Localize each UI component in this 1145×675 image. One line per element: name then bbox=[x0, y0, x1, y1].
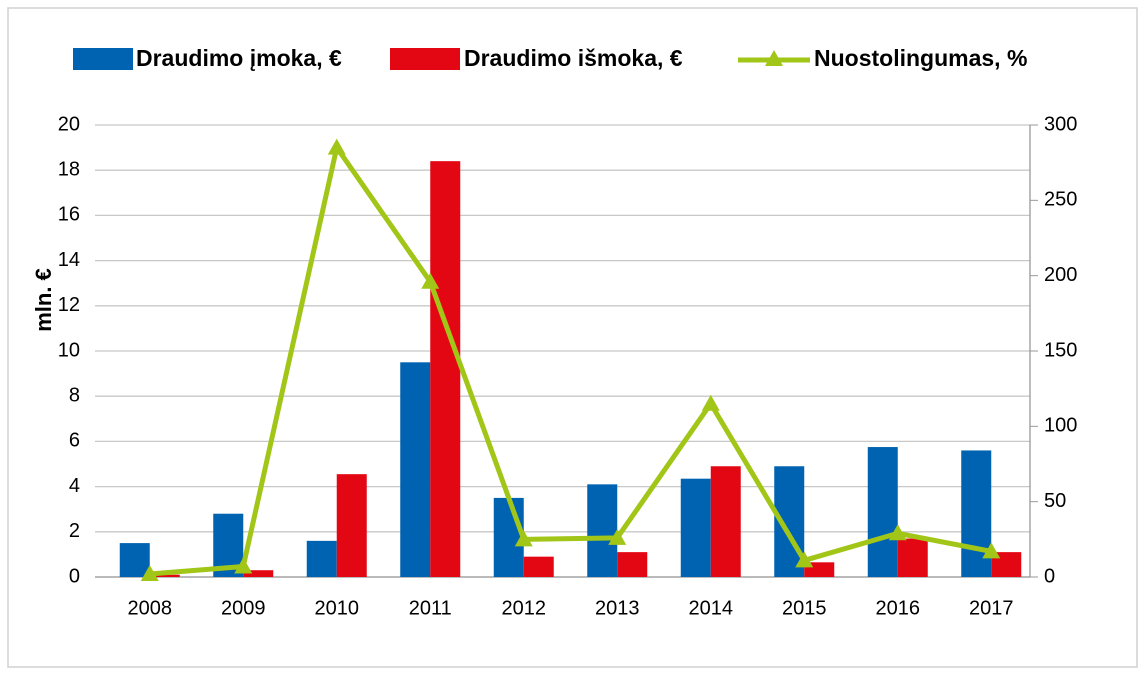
bar bbox=[493, 497, 524, 577]
y-tick-label: 18 bbox=[58, 158, 80, 180]
y2-tick-label: 100 bbox=[1044, 415, 1077, 437]
x-tick-label: 2017 bbox=[969, 597, 1014, 619]
legend-label: Nuostolingumas, % bbox=[814, 45, 1027, 71]
y-tick-label: 14 bbox=[58, 249, 80, 271]
line-marker bbox=[327, 138, 346, 155]
legend-label: Draudimo įmoka, € bbox=[136, 45, 342, 71]
line-marker bbox=[234, 557, 253, 574]
y2-tick-label: 300 bbox=[1044, 113, 1077, 135]
bar bbox=[710, 466, 741, 577]
line-marker bbox=[701, 394, 720, 411]
x-tick-label: 2008 bbox=[128, 597, 173, 619]
bar bbox=[680, 478, 711, 577]
line bbox=[149, 145, 992, 577]
bar bbox=[243, 570, 274, 577]
y2-tick-label: 250 bbox=[1044, 189, 1077, 211]
line-marker bbox=[140, 564, 159, 581]
y2-tick-label: 0 bbox=[1044, 565, 1055, 587]
x-tick-label: 2011 bbox=[409, 597, 452, 619]
y-tick-label: 12 bbox=[58, 294, 80, 316]
bar bbox=[897, 538, 928, 577]
bar bbox=[867, 447, 898, 577]
y-tick-label: 4 bbox=[69, 475, 80, 497]
y-tick-label: 10 bbox=[58, 339, 80, 361]
line-marker bbox=[795, 551, 814, 568]
bar bbox=[617, 552, 648, 577]
bar bbox=[336, 474, 367, 577]
x-tick-label: 2013 bbox=[595, 597, 640, 619]
line-marker bbox=[608, 528, 627, 545]
legend-swatch bbox=[73, 48, 133, 70]
line-marker bbox=[421, 272, 440, 289]
bar bbox=[119, 543, 150, 577]
y-tick-label: 2 bbox=[69, 520, 80, 542]
legend-swatch bbox=[390, 48, 460, 70]
line-marker bbox=[888, 524, 907, 541]
x-tick-label: 2015 bbox=[782, 597, 827, 619]
y-tick-label: 6 bbox=[69, 430, 80, 452]
bar bbox=[523, 556, 554, 577]
line-marker bbox=[514, 530, 533, 547]
line-marker bbox=[982, 542, 1001, 559]
y-tick-label: 16 bbox=[58, 204, 80, 226]
bar bbox=[149, 574, 180, 577]
y2-tick-label: 50 bbox=[1044, 490, 1066, 512]
bar bbox=[587, 484, 618, 577]
y-tick-label: 8 bbox=[69, 384, 80, 406]
y-axis-label: mln. € bbox=[31, 268, 56, 332]
legend-label: Draudimo išmoka, € bbox=[464, 45, 683, 71]
x-tick-label: 2012 bbox=[502, 597, 547, 619]
bar bbox=[430, 161, 461, 577]
bar bbox=[400, 362, 431, 577]
y-tick-label: 0 bbox=[69, 565, 80, 587]
x-tick-label: 2016 bbox=[876, 597, 921, 619]
y2-tick-label: 150 bbox=[1044, 339, 1077, 361]
y2-tick-label: 200 bbox=[1044, 264, 1077, 286]
legend-marker bbox=[765, 50, 783, 66]
bar bbox=[306, 540, 337, 577]
x-tick-label: 2010 bbox=[315, 597, 360, 619]
y-tick-label: 20 bbox=[58, 113, 80, 135]
chart-border bbox=[7, 7, 1138, 668]
x-tick-label: 2009 bbox=[221, 597, 266, 619]
x-tick-label: 2014 bbox=[689, 597, 734, 619]
